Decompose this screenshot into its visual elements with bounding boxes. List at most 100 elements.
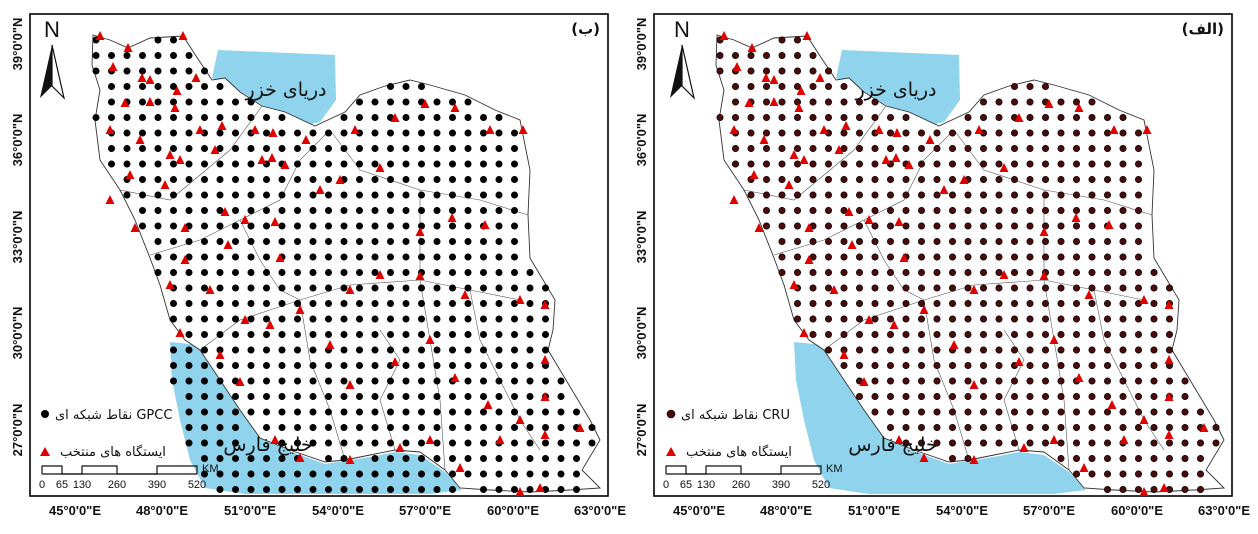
grid-point — [324, 238, 332, 246]
grid-point — [262, 207, 270, 215]
station-marker — [455, 463, 465, 472]
grid-point — [185, 176, 193, 184]
grid-point — [139, 83, 147, 91]
grid-point — [448, 268, 456, 276]
grid-point — [448, 238, 456, 246]
grid-point — [185, 377, 193, 385]
grid-point — [793, 83, 801, 91]
grid-point — [495, 470, 503, 478]
scale-segment — [81, 465, 118, 474]
grid-point — [762, 114, 770, 122]
grid-point — [386, 145, 394, 153]
grid-point — [247, 485, 255, 493]
grid-point — [778, 207, 786, 215]
grid-point — [355, 439, 363, 447]
grid-point — [495, 454, 503, 462]
grid-point — [201, 346, 209, 354]
grid-point — [1119, 423, 1127, 431]
grid-point — [541, 454, 549, 462]
grid-point — [232, 361, 240, 369]
station-marker — [815, 73, 825, 82]
grid-point — [809, 83, 817, 91]
grid-point — [247, 392, 255, 400]
grid-point — [232, 408, 240, 416]
grid-point — [871, 191, 879, 199]
grid-point — [433, 238, 441, 246]
grid-point — [1104, 485, 1112, 493]
grid-point — [402, 222, 410, 230]
grid-point — [464, 207, 472, 215]
grid-point — [526, 330, 534, 338]
grid-point — [995, 268, 1003, 276]
grid-point — [355, 330, 363, 338]
scale-tick: 520 — [812, 479, 830, 491]
grid-point — [448, 470, 456, 478]
grid-point — [809, 160, 817, 168]
grid-point — [293, 408, 301, 416]
grid-point — [386, 470, 394, 478]
grid-point — [293, 299, 301, 307]
grid-point — [1135, 207, 1143, 215]
grid-point — [1088, 176, 1096, 184]
grid-point — [778, 253, 786, 261]
station-marker — [864, 215, 874, 224]
grid-point — [855, 330, 863, 338]
grid-point — [541, 408, 549, 416]
longitude-label: 51°0'0"E — [224, 503, 276, 518]
grid-point — [433, 222, 441, 230]
grid-point — [948, 392, 956, 400]
grid-point — [510, 238, 518, 246]
grid-point — [1135, 160, 1143, 168]
grid-point — [185, 83, 193, 91]
grid-point — [386, 253, 394, 261]
grid-point — [809, 51, 817, 59]
grid-point — [386, 423, 394, 431]
grid-point — [995, 191, 1003, 199]
grid-point — [1010, 408, 1018, 416]
grid-point — [262, 145, 270, 153]
grid-point — [1042, 238, 1050, 246]
station-marker — [802, 31, 812, 40]
grid-point — [495, 129, 503, 137]
grid-point — [479, 299, 487, 307]
grid-point — [933, 222, 941, 230]
grid-point — [371, 377, 379, 385]
grid-point — [886, 253, 894, 261]
scale-tick: 130 — [73, 479, 91, 491]
grid-point — [1197, 485, 1205, 493]
grid-point — [355, 315, 363, 323]
grid-point — [793, 268, 801, 276]
grid-point — [495, 191, 503, 199]
grid-point — [1150, 377, 1158, 385]
grid-point — [293, 470, 301, 478]
grid-point — [855, 129, 863, 137]
grid-point — [448, 176, 456, 184]
grid-point — [778, 238, 786, 246]
grid-point — [1026, 439, 1034, 447]
grid-point — [1057, 129, 1065, 137]
grid-point — [1088, 299, 1096, 307]
grid-point — [340, 222, 348, 230]
station-marker — [1139, 487, 1149, 496]
grid-point — [1181, 377, 1189, 385]
grid-point — [371, 299, 379, 307]
grid-point — [433, 408, 441, 416]
grid-point — [855, 284, 863, 292]
station-marker — [395, 443, 405, 452]
grid-point — [262, 176, 270, 184]
grid-point — [262, 129, 270, 137]
grid-point — [309, 330, 317, 338]
grid-point — [170, 315, 178, 323]
grid-point — [216, 191, 224, 199]
station-marker — [495, 435, 505, 444]
grid-point — [402, 330, 410, 338]
grid-point — [1042, 361, 1050, 369]
grid-point — [1010, 222, 1018, 230]
grid-point — [902, 408, 910, 416]
station-marker — [847, 240, 857, 249]
grid-point — [948, 238, 956, 246]
north-arrow-icon — [670, 45, 682, 98]
grid-point — [979, 361, 987, 369]
station-marker — [881, 155, 891, 164]
grid-point — [995, 408, 1003, 416]
